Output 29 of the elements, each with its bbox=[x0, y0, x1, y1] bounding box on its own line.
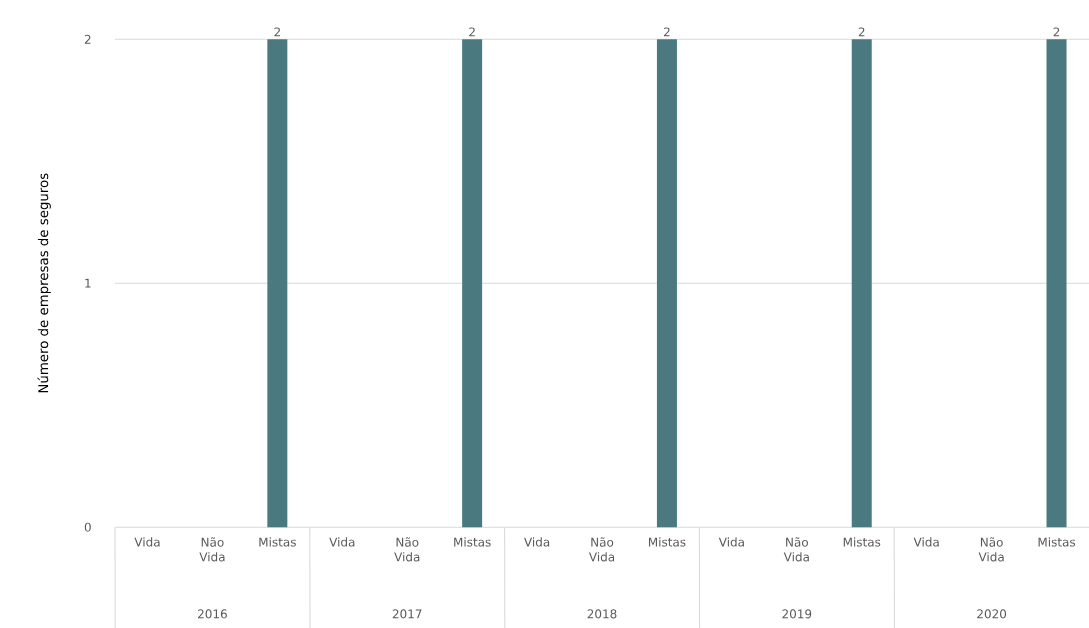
x-tick-label: Não Vida bbox=[199, 537, 225, 562]
x-tick-label: Vida bbox=[329, 537, 355, 547]
x-tick-label: Não Vida bbox=[978, 537, 1004, 562]
data-label: 2 bbox=[858, 27, 865, 37]
data-label: 2 bbox=[664, 27, 670, 37]
x-tick-label: Mistas bbox=[648, 537, 686, 547]
x-tick-label: Não Vida bbox=[783, 537, 809, 562]
x-tick-label: Vida bbox=[913, 537, 939, 547]
x-tick-label: Mistas bbox=[454, 537, 491, 547]
data-label: 2 bbox=[469, 27, 475, 37]
y-tick-label: 0 bbox=[84, 522, 91, 532]
x-tick-label: Vida bbox=[134, 537, 160, 547]
data-label: 2 bbox=[1053, 27, 1060, 37]
y-tick-label: 2 bbox=[84, 34, 91, 44]
x-tick-label: Mistas bbox=[259, 537, 296, 547]
text: 2016 bbox=[198, 609, 227, 619]
y-tick-label: 1 bbox=[85, 278, 91, 288]
x-tick-label: Vida bbox=[524, 537, 550, 547]
data-label: 2 bbox=[274, 27, 280, 37]
text: 2019 bbox=[782, 609, 812, 619]
x-tick-label: Vida bbox=[718, 537, 744, 547]
text: 2017 bbox=[392, 609, 422, 619]
y-axis-title: Número de empresas de seguros bbox=[37, 173, 51, 393]
x-tick-label: Não Vida bbox=[588, 537, 615, 562]
text: 2020 bbox=[977, 609, 1007, 619]
x-tick-label: Mistas bbox=[843, 537, 881, 547]
x-tick-label: Não Vida bbox=[394, 537, 420, 562]
x-tick-label: Mistas bbox=[1038, 537, 1076, 547]
text: 2018 bbox=[587, 609, 617, 619]
